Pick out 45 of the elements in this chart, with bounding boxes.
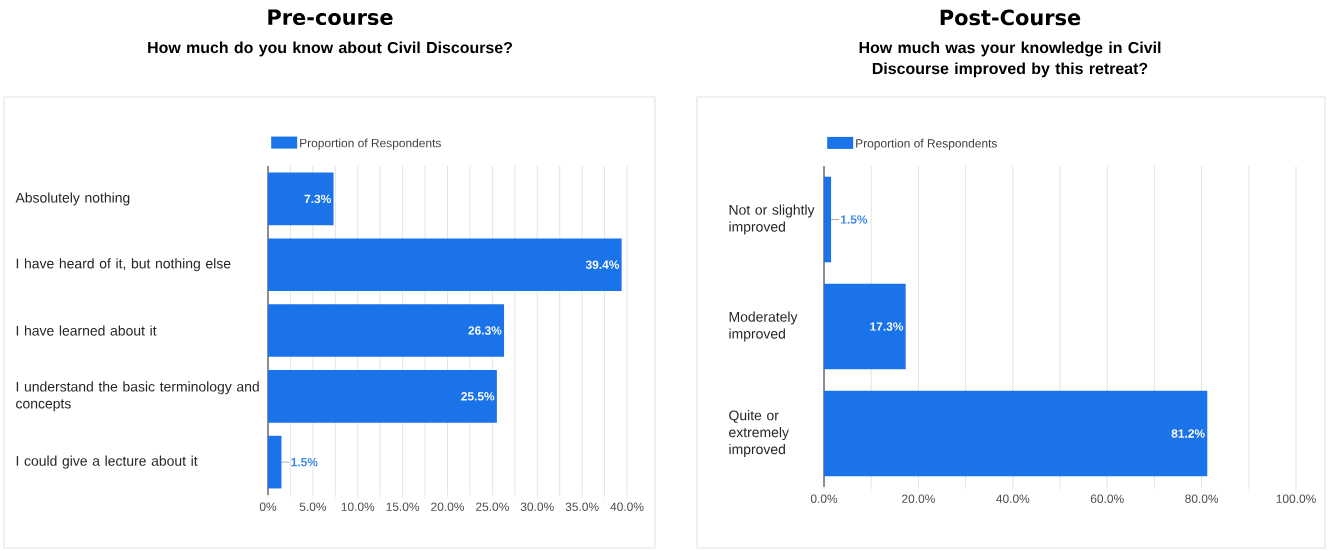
x-tick-label: 25.0% — [476, 502, 509, 511]
x-tick-label: 30.0% — [520, 502, 554, 511]
data-label: 1.5% — [841, 215, 868, 224]
x-tick-label: 40.0% — [610, 502, 644, 511]
x-tick-label: 20.0% — [902, 494, 935, 503]
chart-title: Post-Course — [940, 9, 1081, 26]
legend-label: Proportion of Respondents — [300, 138, 441, 150]
chart-title: Pre-course — [268, 9, 393, 26]
data-label: 81.2% — [1171, 429, 1205, 438]
y-tick-label: I understand the basic terminology and concepts — [16, 381, 259, 412]
bar — [824, 390, 1208, 477]
x-tick-label: 60.0% — [1090, 494, 1124, 503]
y-tick-label: Absolutely nothing — [15, 192, 130, 206]
data-label: 1.5% — [291, 457, 318, 467]
y-tick-label: Not or slightly improved — [729, 204, 815, 235]
bar — [268, 369, 497, 423]
x-tick-label: 40.0% — [996, 494, 1030, 503]
y-tick-label: I could give a lecture about it — [16, 455, 198, 469]
x-tick-label: 100.0% — [1276, 494, 1316, 503]
x-tick-label: 15.0% — [386, 502, 420, 511]
bar — [268, 172, 334, 226]
bar — [268, 435, 282, 489]
chart-subtitle: How much do you know about Civil Discourse? — [148, 41, 512, 57]
bar — [268, 238, 622, 292]
data-label: 26.3% — [468, 326, 502, 335]
data-label: 39.4% — [585, 260, 620, 269]
chart-subtitle: How much was your knowledge in Civil Discourse improved by this retreat? — [859, 41, 1161, 78]
data-label: 7.3% — [304, 194, 331, 204]
x-tick-label: 10.0% — [341, 502, 375, 511]
y-tick-label: Moderately improved — [729, 311, 798, 342]
x-tick-label: 35.0% — [565, 502, 599, 511]
x-tick-label: 5.0% — [299, 502, 327, 511]
x-tick-label: 0% — [259, 502, 277, 511]
bar — [824, 176, 832, 263]
bar — [268, 304, 505, 357]
data-label: 17.3% — [870, 322, 904, 331]
x-tick-label: 0.0% — [810, 494, 838, 503]
y-tick-label: I have learned about it — [16, 325, 157, 336]
y-tick-label: I have heard of it, but nothing else — [16, 258, 231, 272]
bar — [824, 283, 906, 370]
data-label: 25.5% — [461, 392, 495, 401]
legend-label: Proportion of Respondents — [856, 138, 997, 150]
y-tick-label: Quite or extremely improved — [729, 410, 789, 457]
x-tick-label: 20.0% — [431, 502, 465, 511]
x-tick-label: 80.0% — [1185, 494, 1219, 503]
